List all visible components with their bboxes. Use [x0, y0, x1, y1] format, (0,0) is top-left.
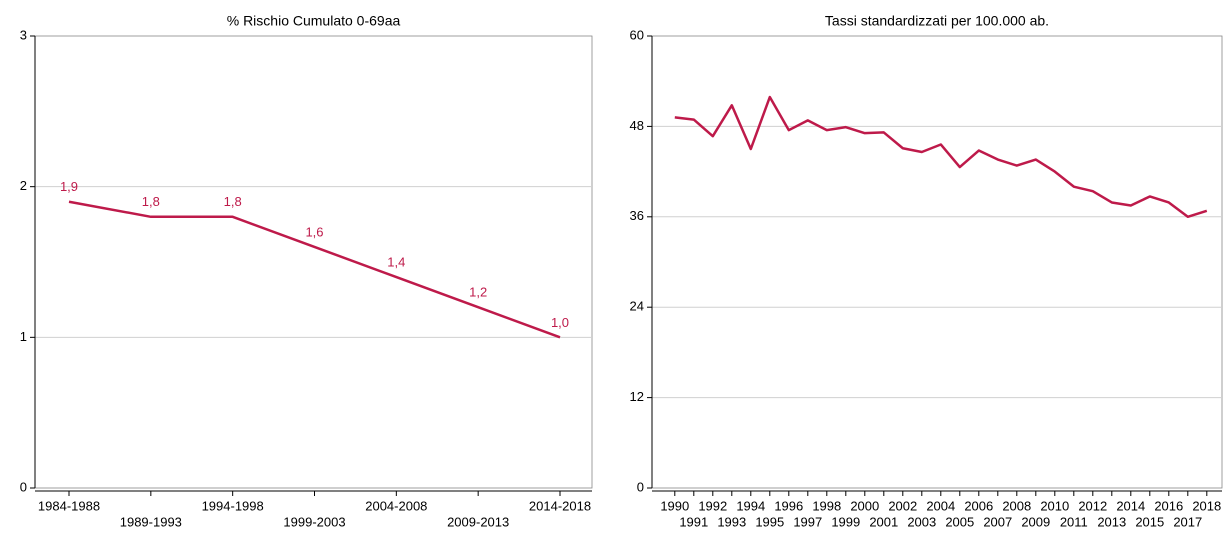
line [674, 95, 1208, 219]
data-label: 1,9 [60, 179, 78, 194]
x-tick-label: 1994-1998 [202, 498, 264, 513]
x-tick-label: 2016 [1154, 498, 1183, 513]
x-tick-label: 1994 [736, 498, 765, 513]
x-tick-label: 1992 [698, 498, 727, 513]
plot-frame [34, 35, 593, 489]
line [68, 200, 561, 339]
x-tick-label: 2014-2018 [529, 498, 591, 513]
y-tick-label: 3 [20, 27, 27, 42]
plot-frame [651, 35, 1223, 489]
y-tick-label: 1 [20, 329, 27, 344]
x-tick-label: 2015 [1135, 514, 1164, 529]
x-tick-label: 2007 [983, 514, 1012, 529]
x-tick-label: 2000 [850, 498, 879, 513]
x-tick-label: 1995 [755, 514, 784, 529]
x-tick-label: 2009-2013 [447, 514, 509, 529]
x-tick-label: 2006 [964, 498, 993, 513]
x-tick-label: 1999 [831, 514, 860, 529]
x-tick-label: 2014 [1116, 498, 1145, 513]
x-tick-label: 2011 [1060, 514, 1088, 529]
x-tick-label: 1993 [717, 514, 746, 529]
y-tick-label: 60 [630, 27, 644, 42]
x-tick-label: 2008 [1002, 498, 1031, 513]
y-tick-label: 48 [630, 118, 644, 133]
y-tick-label: 2 [20, 178, 27, 193]
x-tick-label: 2005 [945, 514, 974, 529]
x-tick-label: 1989-1993 [120, 514, 182, 529]
y-tick-label: 12 [630, 389, 644, 404]
x-tick-label: 2001 [869, 514, 898, 529]
y-tick-label: 24 [630, 299, 644, 314]
y-tick-label: 0 [20, 479, 27, 494]
x-tick-label: 1990 [660, 498, 689, 513]
x-tick-label: 2002 [888, 498, 917, 513]
x-tick-label: 2004-2008 [365, 498, 427, 513]
data-label: 1,4 [387, 255, 405, 270]
x-tick-label: 2009 [1021, 514, 1050, 529]
x-tick-label: 1984-1988 [38, 498, 100, 513]
y-tick-label: 0 [637, 479, 644, 494]
chart-title: Tassi standardizzati per 100.000 ab. [825, 13, 1049, 29]
data-label: 1,8 [224, 194, 242, 209]
x-tick-label: 2013 [1097, 514, 1126, 529]
data-label: 1,0 [551, 315, 569, 330]
data-label: 1,2 [469, 285, 487, 300]
x-tick-label: 1999-2003 [283, 514, 345, 529]
data-label: 1,8 [142, 194, 160, 209]
x-tick-label: 2003 [907, 514, 936, 529]
y-tick-label: 36 [630, 208, 644, 223]
x-tick-label: 1991 [679, 514, 708, 529]
x-tick-label: 1996 [774, 498, 803, 513]
data-label: 1,6 [305, 224, 323, 239]
x-tick-label: 2012 [1078, 498, 1107, 513]
chart-title: % Rischio Cumulato 0-69aa [227, 13, 401, 29]
x-tick-label: 2017 [1173, 514, 1202, 529]
x-tick-label: 1998 [812, 498, 841, 513]
x-tick-label: 2004 [926, 498, 955, 513]
x-tick-label: 2018 [1192, 498, 1221, 513]
x-tick-label: 1997 [793, 514, 822, 529]
x-tick-label: 2010 [1040, 498, 1069, 513]
